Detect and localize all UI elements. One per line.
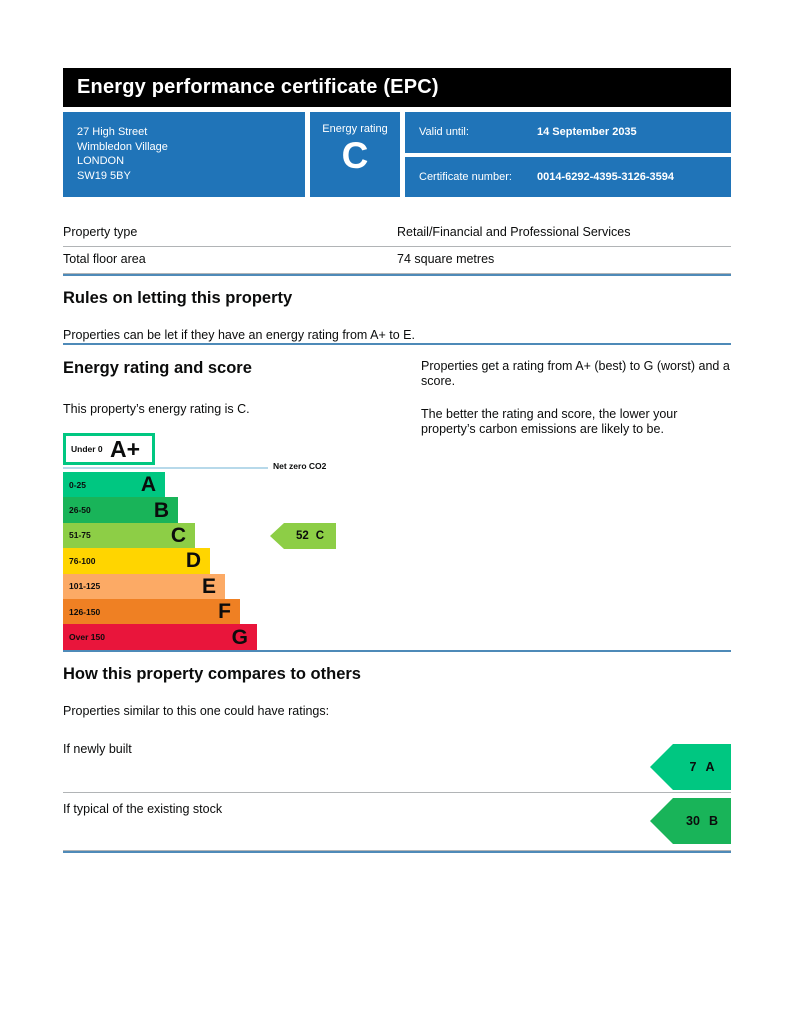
table-row: Total floor area 74 square metres [63, 247, 731, 274]
energy-rating-label: Energy rating [322, 123, 388, 135]
property-details-table: Property type Retail/Financial and Profes… [63, 220, 731, 274]
band-letter: E [201, 574, 216, 598]
address-line: SW19 5BY [77, 169, 131, 182]
valid-until-label: Valid until: [419, 126, 469, 139]
valid-until-box: Valid until: 14 September 2035 [405, 112, 731, 153]
epc-band-f: 126-150 F [63, 598, 240, 625]
current-rating-pointer: 52 C [270, 523, 336, 549]
current-letter: C [315, 530, 325, 542]
badge-value: 30 B [673, 798, 731, 844]
epc-band-a: 0-25 A [63, 472, 165, 498]
band-range-label: 76-100 [69, 555, 96, 566]
band-letter: A+ [109, 435, 140, 462]
floor-area-label: Total floor area [63, 252, 146, 266]
band-letter: B [153, 498, 169, 522]
section-divider [63, 650, 731, 652]
compare-label: If newly built [63, 742, 132, 756]
rating-explainer-2: The better the rating and score, the low… [421, 407, 678, 436]
badge-value: 7 A [673, 744, 731, 790]
badge-letter: B [708, 814, 718, 828]
compare-row-existing-stock: If typical of the existing stock 30 B [63, 793, 731, 851]
rating-section: Energy rating and score This property’s … [63, 359, 731, 650]
address-line: 27 High Street [77, 126, 148, 138]
section-divider [63, 274, 731, 276]
compare-subtext: Properties similar to this one could hav… [63, 704, 330, 718]
property-address: 27 High Street Wimbledon Village LONDON … [63, 112, 305, 197]
badge-letter: A [705, 760, 715, 774]
rating-section-right: Properties get a rating from A+ (best) t… [421, 359, 731, 650]
band-letter: C [170, 523, 186, 547]
badge-arrow-icon [650, 798, 673, 844]
validity-column: Valid until: 14 September 2035 Certifica… [405, 112, 731, 197]
epc-bands: 0-25 A 26-50 B 51-75 C 76-100 D [63, 472, 257, 650]
net-zero-label: Net zero CO2 [273, 461, 327, 471]
badge-score: 7 [689, 760, 697, 774]
address-line: LONDON [77, 155, 125, 167]
energy-rating-chart: Under 0 A+ Net zero CO2 0-25 A 26-50 B [63, 433, 421, 650]
band-range-label: 101-125 [69, 581, 101, 592]
rules-body: Properties can be let if they have an en… [63, 328, 415, 342]
badge-score: 30 [686, 814, 700, 828]
page-title: Energy performance certificate (EPC) [77, 76, 439, 98]
epc-band-c: 51-75 C [63, 522, 195, 549]
epc-band-b: 26-50 B [63, 497, 178, 523]
epc-band-a-plus: Under 0 A+ [63, 433, 155, 465]
epc-band-g: Over 150 G [63, 624, 257, 650]
band-range-label: Over 150 [69, 632, 105, 643]
epc-certificate-page: Energy performance certificate (EPC) 27 … [63, 0, 731, 853]
band-letter: D [185, 549, 201, 573]
rating-badge: 30 B [650, 798, 731, 844]
property-type-label: Property type [63, 225, 138, 239]
summary-panel: 27 High Street Wimbledon Village LONDON … [63, 112, 731, 197]
band-range-label: 26-50 [69, 505, 91, 516]
compare-row-newly-built: If newly built 7 A [63, 728, 731, 793]
rules-heading: Rules on letting this property [63, 289, 293, 307]
epc-band-d: 76-100 D [63, 548, 210, 574]
rating-section-left: Energy rating and score This property’s … [63, 359, 421, 650]
rating-heading: Energy rating and score [63, 359, 252, 377]
rating-badge: 7 A [650, 744, 731, 790]
band-range-label: 0-25 [69, 479, 87, 490]
current-rating-value: 52 C [284, 523, 336, 549]
epc-band-e: 101-125 E [63, 573, 225, 599]
energy-rating-value: C [341, 135, 369, 176]
pointer-arrow-icon [270, 523, 284, 549]
energy-rating-box: Energy rating C [310, 112, 400, 197]
rating-explainer-1: Properties get a rating from A+ (best) t… [421, 359, 730, 388]
certificate-number-value: 0014-6292-4395-3126-3594 [537, 170, 675, 183]
band-letter: G [231, 625, 248, 649]
band-range-label: Under 0 [71, 444, 103, 454]
band-range-label: 126-150 [69, 606, 101, 617]
page-title-bar: Energy performance certificate (EPC) [63, 68, 731, 107]
property-type-value: Retail/Financial and Professional Servic… [397, 225, 631, 239]
band-letter: F [218, 600, 231, 624]
compare-label: If typical of the existing stock [63, 802, 223, 816]
valid-until-value: 14 September 2035 [537, 126, 637, 139]
net-zero-line [63, 467, 268, 469]
section-divider [63, 343, 731, 345]
compare-heading: How this property compares to others [63, 665, 361, 683]
band-letter: A [140, 473, 156, 497]
section-divider [63, 851, 731, 853]
address-line: Wimbledon Village [77, 140, 168, 153]
badge-arrow-icon [650, 744, 673, 790]
table-row: Property type Retail/Financial and Profes… [63, 220, 731, 247]
certificate-number-label: Certificate number: [419, 170, 512, 183]
current-score: 52 [295, 530, 309, 542]
certificate-number-box: Certificate number: 0014-6292-4395-3126-… [405, 156, 731, 197]
floor-area-value: 74 square metres [397, 252, 495, 266]
rating-subtext: This property’s energy rating is C. [63, 402, 250, 416]
band-range-label: 51-75 [69, 530, 91, 541]
